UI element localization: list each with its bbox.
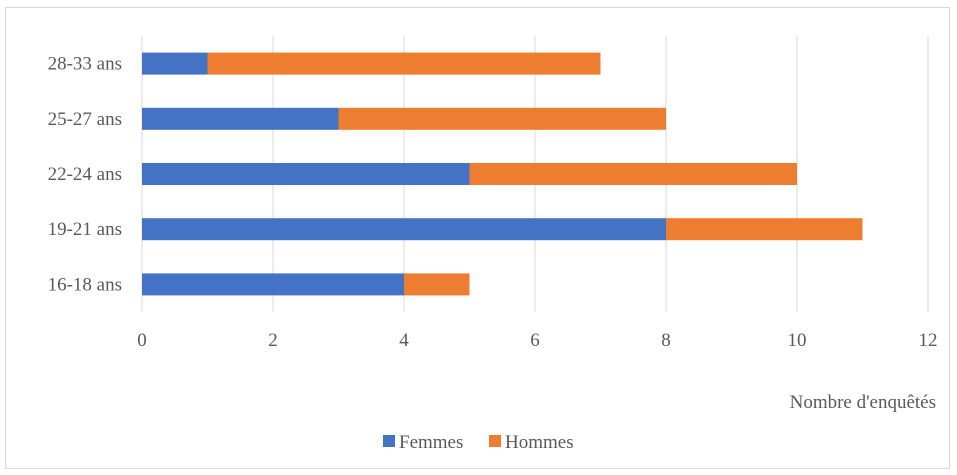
bar-femmes-3	[142, 163, 470, 185]
x-tick-label: 0	[137, 330, 147, 351]
bar-hommes-2	[666, 218, 863, 241]
category-labels: 16-18 ans 19-21 ans 22-24 ans 25-27 ans 28-3…	[48, 54, 122, 296]
x-tick-label: 8	[661, 330, 671, 351]
bar-femmes-4	[142, 107, 339, 130]
category-label: 19-21 ans	[48, 219, 122, 240]
x-tick-label: 12	[919, 330, 938, 351]
bar-hommes-4	[338, 107, 666, 130]
legend-label-hommes: Hommes	[505, 432, 574, 453]
legend: Femmes Hommes	[383, 432, 574, 453]
x-axis-title: Nombre d'enquêtés	[790, 392, 936, 413]
x-tick-label: 4	[399, 330, 409, 351]
legend-swatch-femmes	[383, 435, 395, 447]
legend-swatch-hommes	[489, 435, 501, 447]
x-tick-label: 6	[530, 330, 540, 351]
x-tick-label: 2	[268, 330, 278, 351]
bar-femmes-5	[142, 52, 208, 75]
bar-hommes-1	[404, 273, 470, 296]
bar-hommes-3	[469, 163, 797, 185]
category-label: 22-24 ans	[48, 164, 122, 185]
legend-label-femmes: Femmes	[399, 432, 463, 453]
category-label: 16-18 ans	[48, 274, 122, 295]
category-label: 25-27 ans	[48, 109, 122, 130]
x-tick-labels: 0 2 4 6 8 10 12	[137, 330, 937, 351]
bar-hommes-5	[207, 52, 601, 75]
x-tick-label: 10	[788, 330, 807, 351]
bar-femmes-2	[142, 218, 666, 241]
category-label: 28-33 ans	[48, 54, 122, 75]
bar-femmes-1	[142, 273, 404, 296]
bars	[142, 52, 863, 296]
